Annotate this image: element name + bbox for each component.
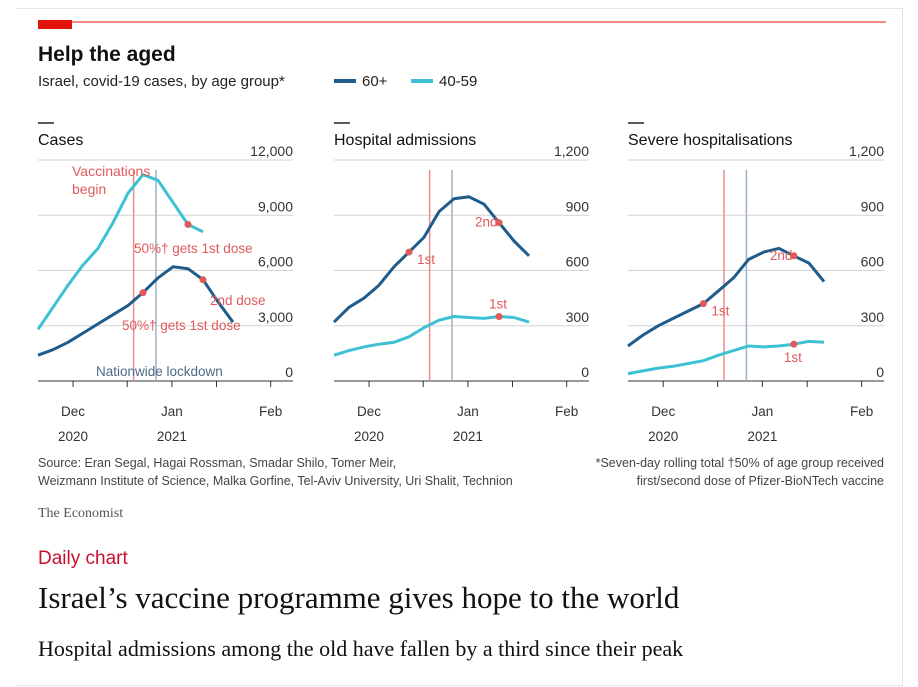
annotation-label: 1st	[489, 297, 507, 312]
brand-wordmark: The Economist	[38, 506, 124, 521]
legend-label-60plus: 60+	[362, 73, 388, 90]
annotation-dot	[199, 276, 207, 284]
annotation-dot	[495, 313, 503, 321]
y-tick-label: 300	[861, 309, 885, 325]
x-tick-year-label: 2021	[453, 429, 483, 444]
x-tick-year-label: 2021	[747, 429, 777, 444]
y-tick-label: 12,000	[250, 143, 293, 159]
vaccinations-begin-label: Vaccinations	[72, 163, 150, 179]
annotation-dot	[790, 252, 798, 260]
y-tick-label: 0	[876, 364, 884, 380]
x-tick-label: Jan	[457, 404, 479, 419]
source-line-2: Weizmann Institute of Science, Malka Gor…	[38, 474, 513, 488]
panel-1: Cases 12,000 9,000 6,000 3,000 0 Dec 2020 Jan 202…	[36, 122, 293, 444]
brand-red-tag	[38, 20, 72, 29]
y-tick-label: 900	[861, 198, 885, 214]
annotation-dot	[790, 340, 798, 348]
x-tick-year-label: 2020	[354, 429, 384, 444]
legend: 60+ 40-59	[334, 73, 477, 90]
annotation-label: 1st	[711, 304, 729, 319]
y-tick-label: 0	[581, 364, 589, 380]
y-tick-label: 1,200	[554, 143, 589, 159]
x-tick-label: Dec	[357, 404, 381, 419]
chart-frame	[16, 8, 903, 686]
lockdown-label: Nationwide lockdown	[96, 364, 223, 379]
x-tick-year-label: 2021	[157, 429, 187, 444]
legend-swatch-40-59	[411, 79, 433, 83]
y-tick-label: 6,000	[258, 254, 293, 270]
annotation-label: 2nd	[770, 248, 793, 263]
panel-2: Hospital admissions 1,200 900 600 300 0 Dec 202…	[332, 122, 590, 444]
article-kicker[interactable]: Daily chart	[38, 548, 128, 569]
chart-title: Help the aged	[38, 43, 176, 66]
x-tick-label: Feb	[850, 404, 873, 419]
x-tick-label: Dec	[61, 404, 85, 419]
article-subhead: Hospital admissions among the old have f…	[38, 636, 684, 661]
footnote-line-1: *Seven-day rolling total †50% of age gro…	[596, 456, 884, 470]
series-line-40-59	[36, 173, 204, 331]
x-tick-label: Feb	[259, 404, 282, 419]
series-line-60plus	[627, 246, 826, 348]
annotation-label: 50%† gets 1st dose	[134, 241, 253, 256]
x-tick-label: Jan	[161, 404, 183, 419]
series-line-40-59	[333, 315, 530, 357]
annotation-dot	[495, 219, 503, 227]
annotation-dot	[405, 248, 413, 256]
chart-panels: Cases 12,000 9,000 6,000 3,000 0 Dec 2020 Jan 202…	[36, 122, 885, 444]
annotation-label: 2nd dose	[210, 293, 266, 308]
annotation-label: 1st	[417, 252, 435, 267]
panel-3: Severe hospitalisations 1,200 900 600 300 0 De…	[627, 122, 885, 444]
panel-title: Severe hospitalisations	[628, 132, 793, 149]
x-tick-year-label: 2020	[58, 429, 88, 444]
y-tick-label: 300	[566, 309, 590, 325]
y-tick-label: 1,200	[849, 143, 884, 159]
footer-notes: Source: Eran Segal, Hagai Rossman, Smada…	[38, 456, 884, 488]
x-tick-label: Jan	[752, 404, 774, 419]
footnote-line-2: first/second dose of Pfizer-BioNTech vac…	[637, 474, 884, 488]
source-line-1: Source: Eran Segal, Hagai Rossman, Smada…	[38, 456, 396, 470]
y-tick-label: 600	[861, 254, 885, 270]
annotation-label: 50%† gets 1st dose	[122, 318, 241, 333]
legend-swatch-60plus	[334, 79, 356, 83]
y-tick-label: 3,000	[258, 309, 293, 325]
chart-subtitle: Israel, covid-19 cases, by age group*	[38, 73, 285, 90]
annotation-dot	[699, 300, 707, 308]
annotation-dot	[139, 289, 147, 297]
article-headline[interactable]: Israel’s vaccine programme gives hope to…	[38, 580, 680, 615]
y-tick-label: 900	[566, 198, 590, 214]
legend-label-40-59: 40-59	[439, 73, 477, 90]
annotation-label: 2nd	[475, 215, 498, 230]
panel-title: Hospital admissions	[334, 132, 476, 149]
panel-title: Cases	[38, 132, 83, 149]
x-tick-year-label: 2020	[648, 429, 678, 444]
y-tick-label: 9,000	[258, 198, 293, 214]
annotation-label: 1st	[784, 350, 802, 365]
annotation-dot	[184, 220, 192, 228]
vaccinations-begin-label: begin	[72, 181, 106, 197]
x-tick-label: Feb	[555, 404, 578, 419]
series-line-60plus	[332, 195, 531, 324]
x-tick-label: Dec	[651, 404, 675, 419]
y-tick-label: 0	[285, 364, 293, 380]
y-tick-label: 600	[566, 254, 590, 270]
